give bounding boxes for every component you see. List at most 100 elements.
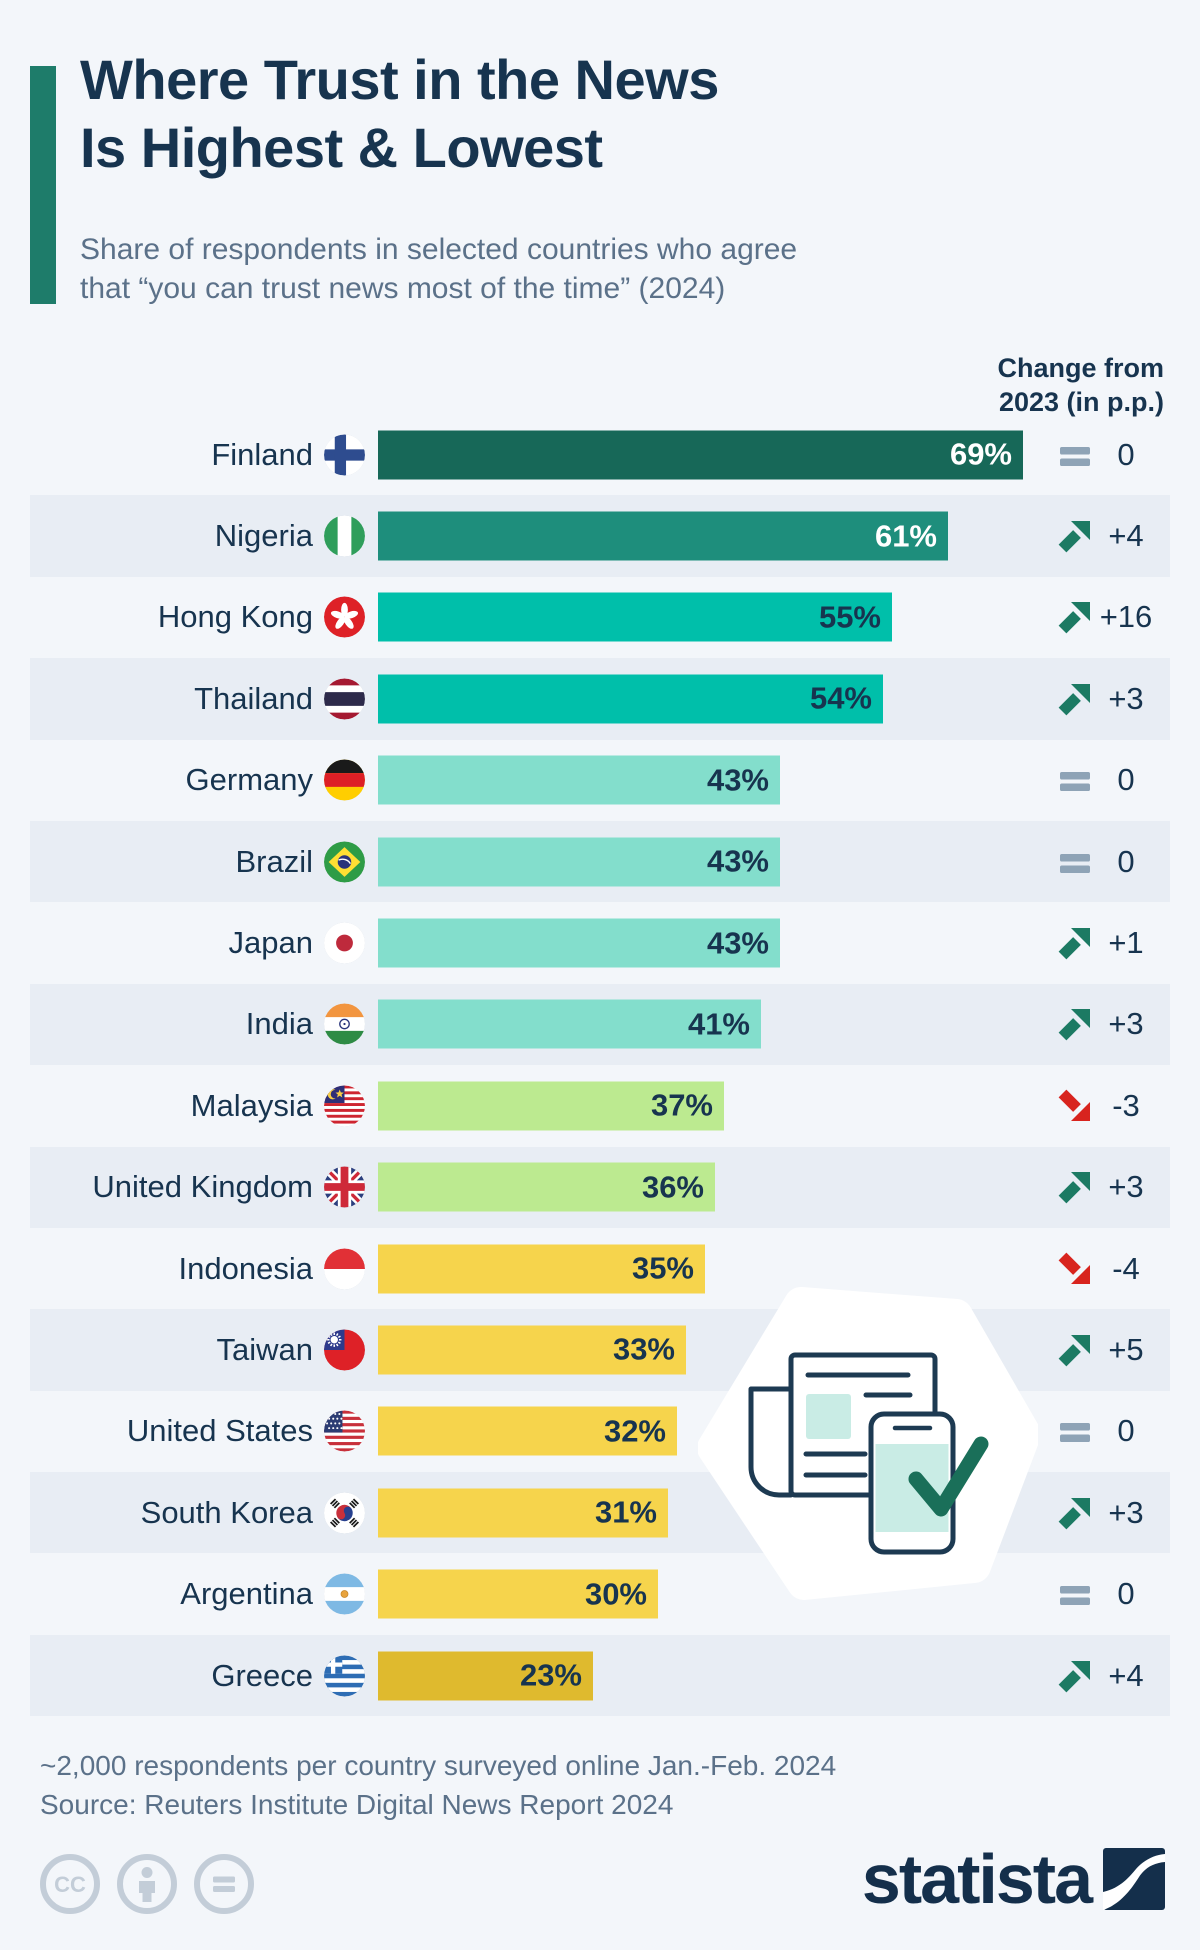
trust-bar: 41% bbox=[378, 999, 761, 1049]
trend-up-icon bbox=[1058, 519, 1092, 553]
country-label: South Korea bbox=[140, 1494, 313, 1530]
change-value: 0 bbox=[1117, 1576, 1135, 1612]
finland-flag-icon bbox=[324, 434, 365, 476]
cc-icon: CC bbox=[40, 1854, 100, 1914]
country-label: Nigeria bbox=[214, 518, 313, 554]
trend-equal-icon bbox=[1058, 1577, 1092, 1611]
bar-row: United States 32% 0 bbox=[30, 1391, 1170, 1472]
trust-bar: 37% bbox=[378, 1081, 724, 1131]
bar-row: Nigeria 61% +4 bbox=[30, 495, 1170, 577]
phone-screen bbox=[875, 1444, 949, 1532]
change-value: +4 bbox=[1108, 518, 1144, 554]
attribution-person-icon bbox=[117, 1854, 177, 1914]
change-value: +3 bbox=[1108, 1006, 1144, 1042]
trend-up-icon bbox=[1058, 1007, 1092, 1041]
country-label: Indonesia bbox=[178, 1250, 313, 1286]
united-states-flag-icon bbox=[324, 1410, 365, 1452]
argentina-flag-icon bbox=[324, 1573, 365, 1615]
brazil-flag-icon bbox=[324, 841, 365, 883]
trend-equal-icon bbox=[1058, 438, 1092, 472]
country-label: Brazil bbox=[235, 843, 313, 879]
greece-flag-icon bbox=[324, 1655, 365, 1697]
title-line-1: Where Trust in the News bbox=[80, 48, 719, 111]
trust-bar: 43% bbox=[378, 755, 780, 805]
malaysia-flag-icon bbox=[324, 1085, 365, 1127]
bar-row: Hong Kong 55% +16 bbox=[30, 577, 1170, 658]
bar-row: Thailand 54% +3 bbox=[30, 658, 1170, 740]
country-label: Germany bbox=[185, 762, 313, 798]
indonesia-flag-icon bbox=[324, 1248, 365, 1290]
trust-bar: 61% bbox=[378, 511, 948, 561]
change-value: +1 bbox=[1108, 925, 1144, 961]
statista-logo-mark bbox=[1103, 1848, 1165, 1910]
country-label: United States bbox=[126, 1413, 313, 1449]
trust-bar: 43% bbox=[378, 918, 780, 968]
change-value: 0 bbox=[1117, 1413, 1135, 1449]
united-kingdom-flag-icon bbox=[324, 1166, 365, 1208]
bar-row: Malaysia 37% -3 bbox=[30, 1065, 1170, 1146]
trust-bar: 43% bbox=[378, 837, 780, 887]
change-value: 0 bbox=[1117, 762, 1135, 798]
newspaper-roll bbox=[748, 1386, 794, 1498]
change-value: -4 bbox=[1112, 1250, 1140, 1286]
country-label: Japan bbox=[228, 925, 313, 961]
change-value: +5 bbox=[1108, 1331, 1144, 1367]
change-value: 0 bbox=[1117, 843, 1135, 879]
south-korea-flag-icon bbox=[324, 1492, 365, 1534]
nigeria-flag-icon bbox=[324, 515, 365, 557]
equals-license-icon bbox=[194, 1854, 254, 1914]
newspaper-image-block bbox=[806, 1394, 851, 1439]
news-check-illustration bbox=[697, 1282, 1041, 1602]
taiwan-flag-icon bbox=[324, 1329, 365, 1371]
bar-row: India 41% +3 bbox=[30, 983, 1170, 1066]
india-flag-icon bbox=[324, 1003, 365, 1045]
subtitle-line-2: that “you can trust news most of the tim… bbox=[80, 272, 726, 305]
change-value: +3 bbox=[1108, 1494, 1144, 1530]
country-label: Argentina bbox=[180, 1576, 313, 1612]
bar-row: Finland 69% 0 bbox=[30, 414, 1170, 495]
country-label: India bbox=[245, 1006, 313, 1042]
trend-equal-icon bbox=[1058, 763, 1092, 797]
trust-bar: 55% bbox=[378, 592, 892, 642]
thailand-flag-icon bbox=[324, 678, 365, 720]
country-label: Thailand bbox=[194, 680, 313, 716]
trend-up-icon bbox=[1058, 926, 1092, 960]
trust-bar: 32% bbox=[378, 1406, 677, 1456]
hong-kong-flag-icon bbox=[324, 596, 365, 638]
trust-bar: 23% bbox=[378, 1651, 593, 1701]
change-value: +16 bbox=[1099, 599, 1153, 635]
trend-up-icon bbox=[1058, 600, 1092, 634]
country-label: Greece bbox=[211, 1657, 313, 1693]
title-accent-bar bbox=[30, 66, 56, 304]
bar-row: Japan 43% +1 bbox=[30, 902, 1170, 983]
trend-up-icon bbox=[1058, 682, 1092, 716]
checkmark-icon bbox=[908, 1436, 989, 1517]
subtitle: Share of respondents in selected countri… bbox=[80, 230, 797, 308]
statista-logo: statista bbox=[862, 1844, 1165, 1914]
change-value: 0 bbox=[1117, 436, 1135, 472]
bar-row: Argentina 30% 0 bbox=[30, 1553, 1170, 1634]
change-value: +3 bbox=[1108, 1169, 1144, 1205]
trust-bar: 30% bbox=[378, 1569, 658, 1619]
svg-text:CC: CC bbox=[54, 1872, 86, 1897]
country-label: Taiwan bbox=[216, 1331, 314, 1367]
trust-bar: 35% bbox=[378, 1244, 705, 1294]
bar-row: Brazil 43% 0 bbox=[30, 820, 1170, 903]
trust-bar: 36% bbox=[378, 1162, 715, 1212]
trend-up-icon bbox=[1058, 1170, 1092, 1204]
trust-bar: 31% bbox=[378, 1488, 668, 1538]
footnote: ~2,000 respondents per country surveyed … bbox=[40, 1750, 837, 1781]
country-label: Finland bbox=[211, 436, 313, 472]
country-label: Malaysia bbox=[190, 1087, 313, 1123]
change-value: +4 bbox=[1108, 1657, 1144, 1693]
trend-down-icon bbox=[1058, 1089, 1092, 1123]
change-value: +3 bbox=[1108, 680, 1144, 716]
trust-bar: 33% bbox=[378, 1325, 686, 1375]
cc-license-icons: CC bbox=[38, 1852, 256, 1916]
subtitle-line-1: Share of respondents in selected countri… bbox=[80, 233, 798, 266]
trend-equal-icon bbox=[1058, 1414, 1092, 1448]
bar-row: Germany 43% 0 bbox=[30, 740, 1170, 821]
page-title: Where Trust in the News Is Highest & Low… bbox=[80, 46, 719, 182]
trend-up-icon bbox=[1058, 1659, 1092, 1693]
